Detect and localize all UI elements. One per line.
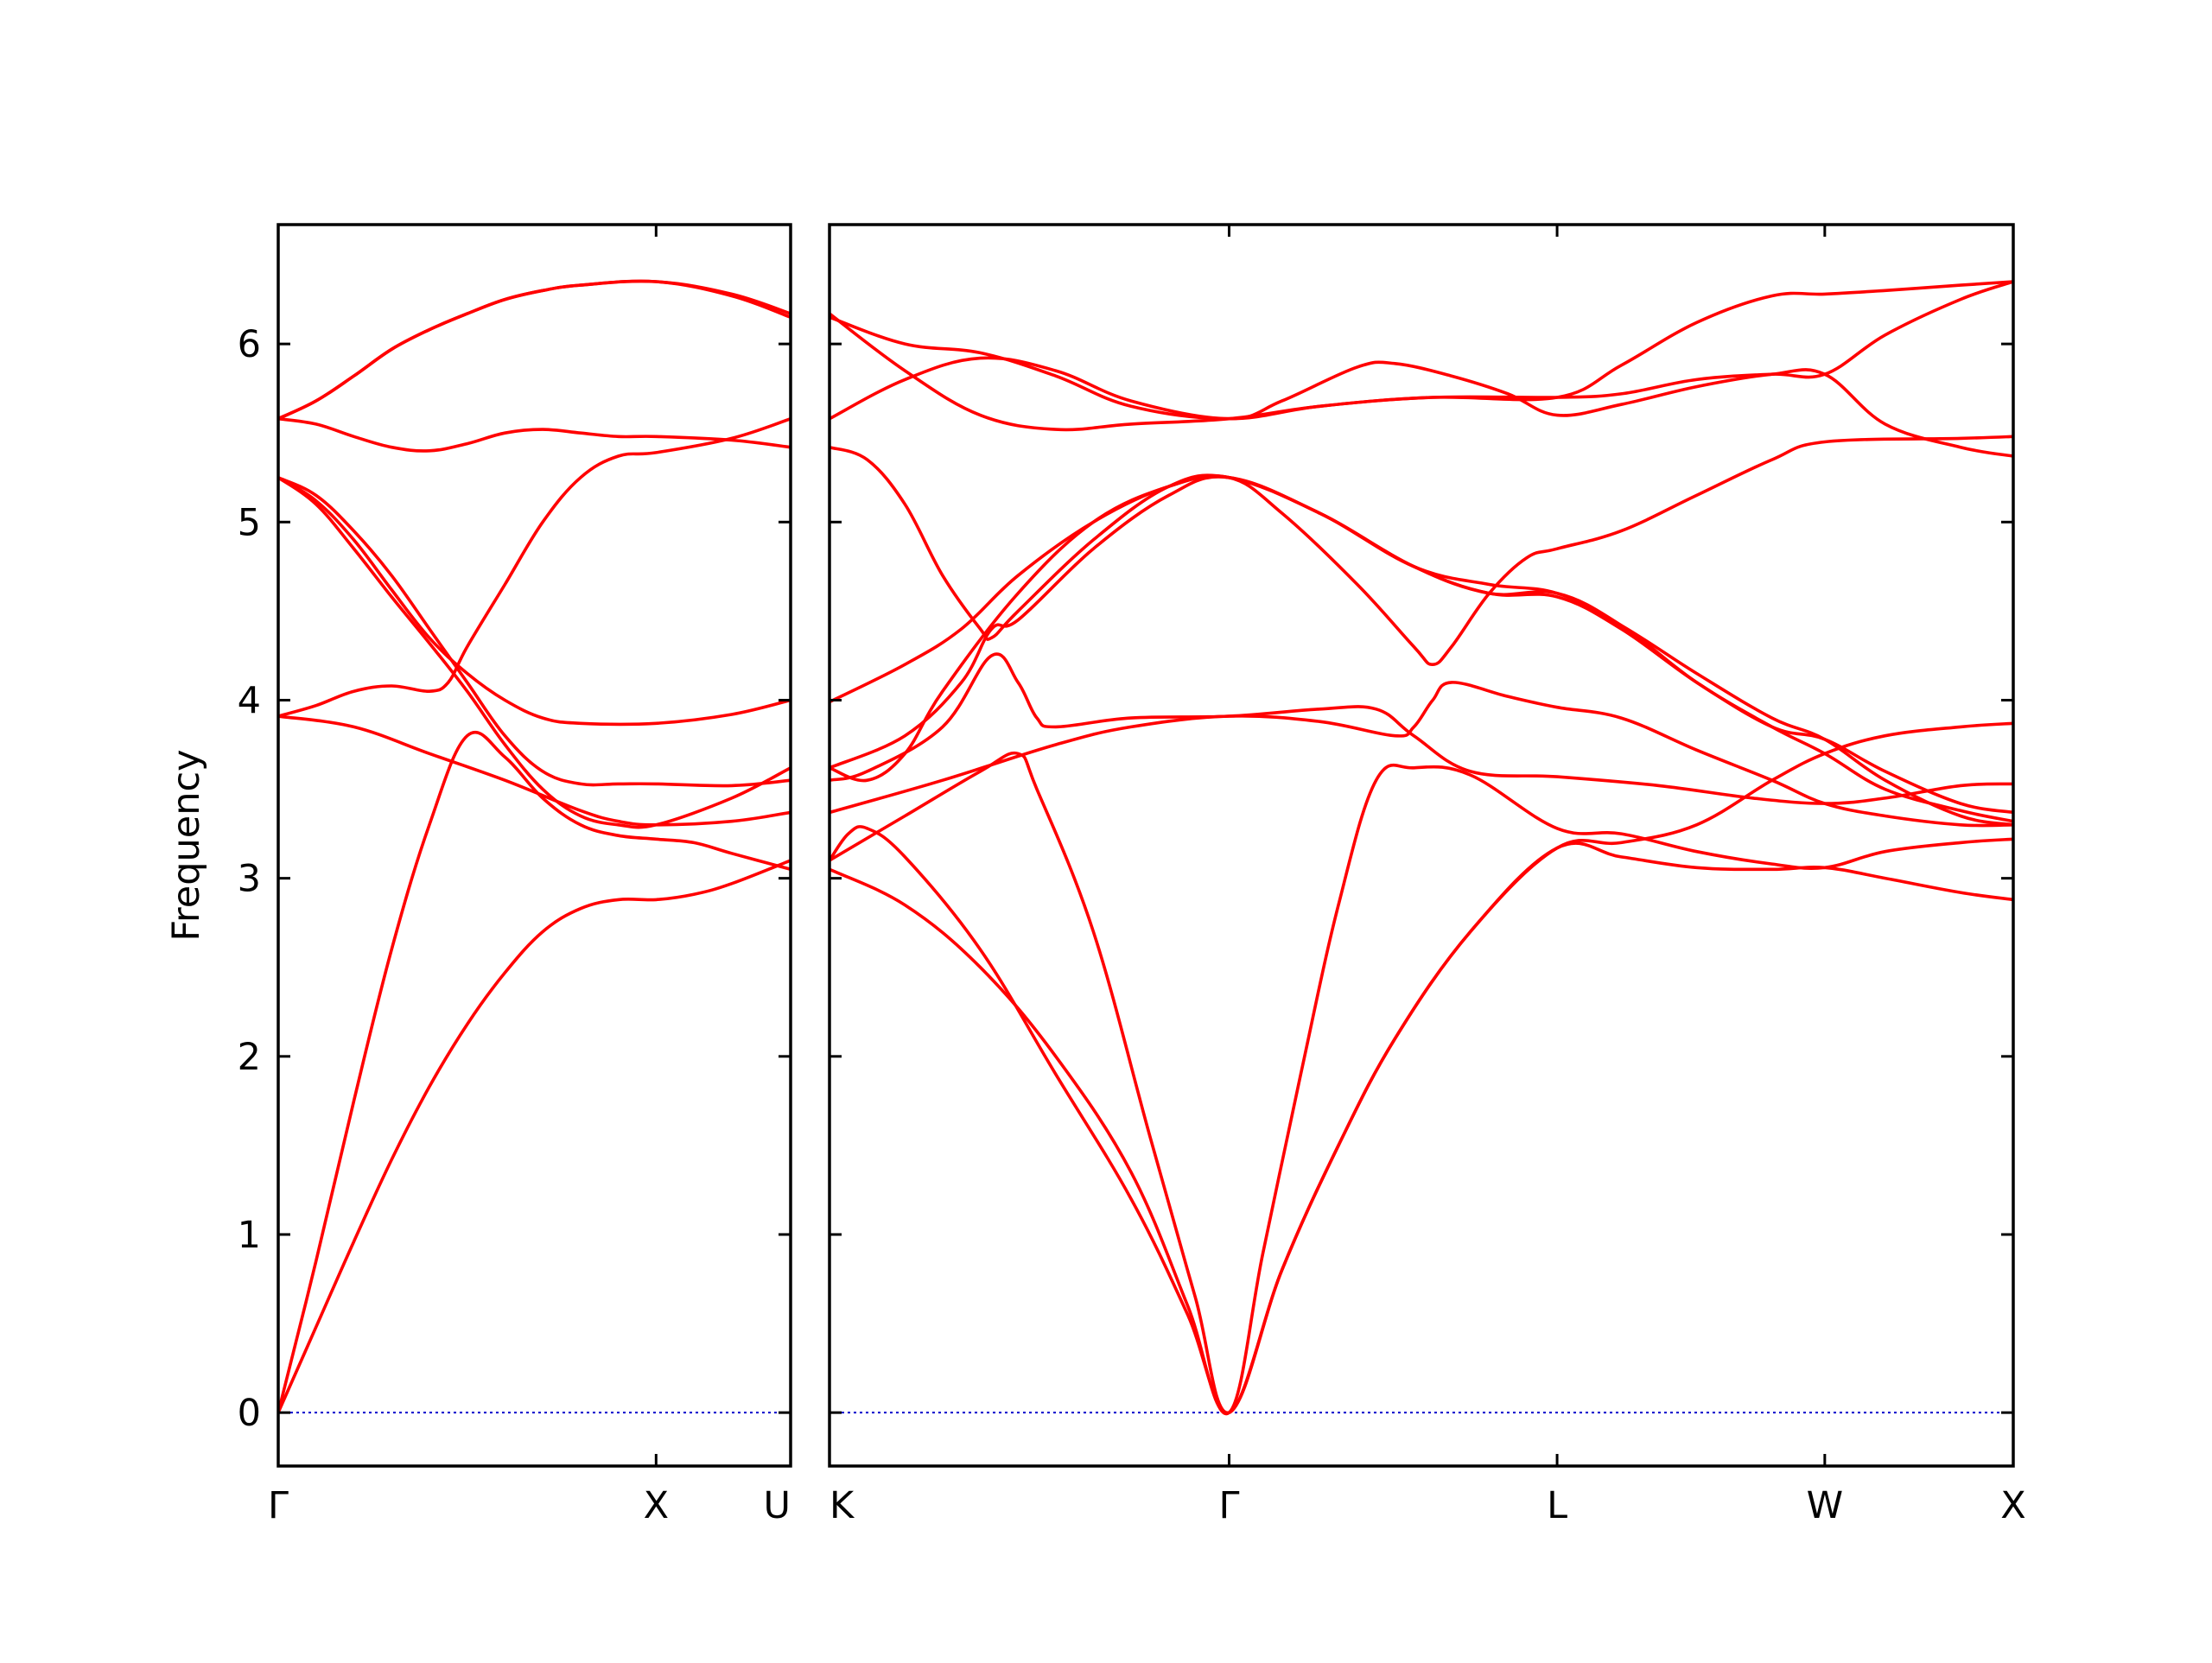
- band-line-6: [830, 435, 2013, 783]
- x-tick-label: L: [1547, 1484, 1567, 1527]
- band-line-2: [830, 764, 2013, 1416]
- panel-frame: [276, 223, 792, 1468]
- band-line-5: [278, 476, 791, 788]
- y-tick-label: 4: [238, 679, 261, 722]
- band-line-5: [830, 652, 2013, 805]
- panel-frame: [828, 223, 2015, 1468]
- y-tick-label: 1: [238, 1214, 261, 1257]
- band-line-9: [278, 279, 791, 421]
- x-tick-label: X: [644, 1484, 669, 1527]
- y-tick-label: 3: [238, 858, 261, 901]
- band-line-3: [830, 721, 2013, 1414]
- x-tick-label: X: [2000, 1484, 2025, 1527]
- band-line-3: [278, 714, 791, 827]
- x-tick-label: Γ: [1218, 1484, 1239, 1527]
- y-tick-label: 6: [238, 323, 261, 366]
- bands: [830, 280, 2013, 1416]
- band-line-8: [278, 416, 791, 453]
- y-tick-label: 5: [238, 501, 261, 544]
- band-line-10: [278, 279, 791, 421]
- bands: [278, 279, 791, 1414]
- y-axis-label: Frequency: [165, 749, 208, 941]
- y-tick-label: 0: [238, 1392, 261, 1435]
- x-tick-label: W: [1807, 1484, 1844, 1527]
- band-line-2: [278, 730, 791, 1414]
- band-line-6: [278, 476, 791, 727]
- band-line-4: [278, 416, 791, 718]
- band-line-7: [278, 476, 791, 829]
- x-tick-label: Γ: [268, 1484, 289, 1527]
- band-line-12: [830, 280, 2013, 432]
- x-tick-label: K: [830, 1484, 855, 1527]
- band-line-7: [830, 475, 2013, 815]
- y-axis: Frequency 0 1 2 3 4 5 6: [165, 323, 261, 1435]
- x-tick-label: U: [764, 1484, 791, 1527]
- band-line-8: [830, 473, 2013, 823]
- band-line-9: [830, 445, 2013, 827]
- band-line-1: [278, 859, 791, 1414]
- band-line-1: [830, 841, 2013, 1415]
- y-tick-label: 2: [238, 1036, 261, 1079]
